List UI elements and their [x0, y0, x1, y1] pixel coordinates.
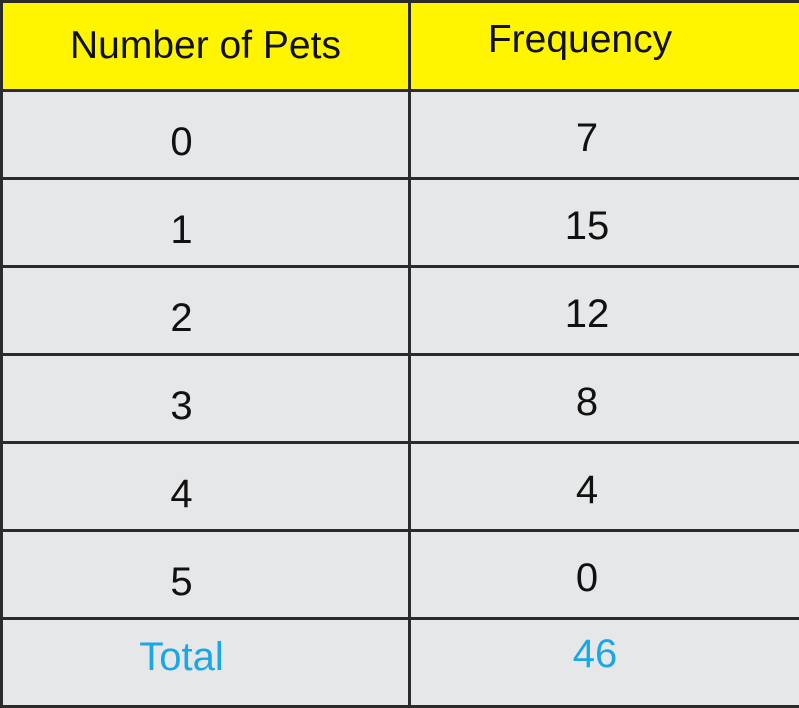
total-value: 46 — [573, 632, 618, 677]
frequency-cell: 8 — [410, 355, 799, 443]
total-label-cell: Total — [2, 619, 410, 707]
pets-cell: 3 — [2, 355, 410, 443]
cell-value: 8 — [576, 380, 598, 425]
cell-value: 4 — [170, 472, 192, 517]
table-row: 4 4 — [2, 443, 799, 531]
table-row: 0 7 — [2, 91, 799, 179]
frequency-cell: 15 — [410, 179, 799, 267]
cell-value: 0 — [576, 556, 598, 601]
table-header-row: Number of Pets Frequency — [2, 2, 799, 91]
table-row: 2 12 — [2, 267, 799, 355]
pets-cell: 1 — [2, 179, 410, 267]
cell-value: 2 — [170, 296, 192, 341]
pets-cell: 4 — [2, 443, 410, 531]
frequency-cell: 7 — [410, 91, 799, 179]
frequency-cell: 0 — [410, 531, 799, 619]
pets-cell: 2 — [2, 267, 410, 355]
cell-value: 15 — [565, 204, 610, 249]
pets-cell: 5 — [2, 531, 410, 619]
cell-value: 12 — [565, 292, 610, 337]
table-row: 1 15 — [2, 179, 799, 267]
cell-value: 1 — [170, 208, 192, 253]
header-frequency: Frequency — [410, 2, 799, 91]
header-label: Number of Pets — [70, 24, 341, 68]
cell-value: 3 — [170, 384, 192, 429]
table-row: 3 8 — [2, 355, 799, 443]
header-label: Frequency — [488, 18, 672, 62]
total-label: Total — [139, 635, 224, 680]
cell-value: 0 — [170, 120, 192, 165]
cell-value: 4 — [576, 468, 598, 513]
total-value-cell: 46 — [410, 619, 799, 707]
table-row: 5 0 — [2, 531, 799, 619]
total-row: Total 46 — [2, 619, 799, 707]
cell-value: 7 — [576, 116, 598, 161]
header-number-of-pets: Number of Pets — [2, 2, 410, 91]
frequency-cell: 12 — [410, 267, 799, 355]
frequency-cell: 4 — [410, 443, 799, 531]
cell-value: 5 — [170, 560, 192, 605]
pets-cell: 0 — [2, 91, 410, 179]
